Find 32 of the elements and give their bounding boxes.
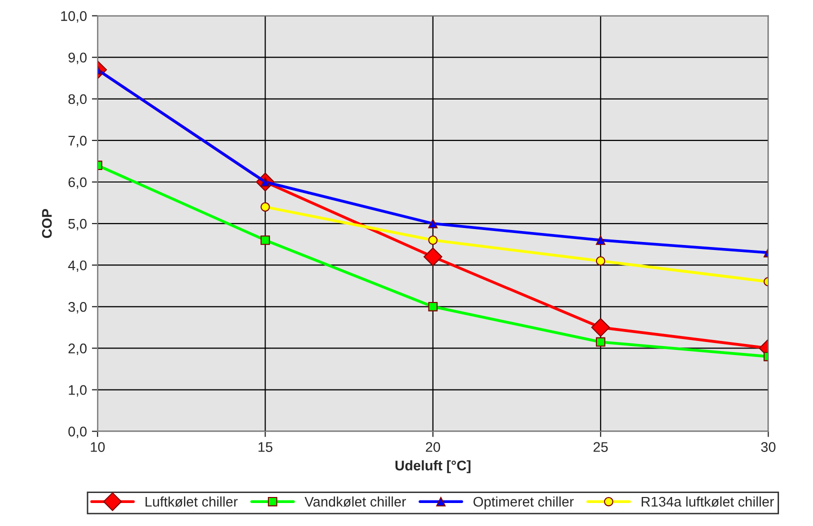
y-tick-label: 4,0 bbox=[68, 260, 87, 272]
legend-label: Luftkølet chiller bbox=[146, 496, 238, 507]
x-tick-label: 20 bbox=[426, 442, 440, 452]
legend-label: R134a luftkølet chiller bbox=[642, 496, 774, 507]
point bbox=[596, 235, 606, 245]
y-axis-title: COP bbox=[42, 208, 52, 238]
x-tick-label: 25 bbox=[594, 442, 608, 452]
point bbox=[260, 202, 270, 212]
point bbox=[596, 256, 606, 266]
y-tick-label: 10,0 bbox=[61, 11, 87, 23]
x-axis-title: Udeluft [°C] bbox=[395, 460, 470, 474]
point bbox=[260, 235, 270, 245]
point bbox=[428, 235, 438, 245]
point bbox=[596, 337, 606, 347]
y-tick-label: 8,0 bbox=[68, 94, 87, 106]
legend-label: Optimeret chiller bbox=[474, 496, 574, 510]
x-tick-label: 15 bbox=[258, 442, 272, 452]
y-tick-label: 9,0 bbox=[68, 52, 87, 64]
y-tick-label: 2,0 bbox=[68, 344, 87, 356]
point bbox=[428, 302, 438, 312]
y-tick-label: 5,0 bbox=[68, 218, 87, 230]
y-tick-label: 0,0 bbox=[68, 426, 87, 438]
point bbox=[428, 218, 438, 228]
y-tick-label: 7,0 bbox=[68, 136, 87, 148]
x-tick-label: 30 bbox=[761, 442, 776, 452]
point bbox=[591, 318, 610, 337]
y-tick-label: 6,0 bbox=[68, 177, 87, 189]
x-tick-label: 10 bbox=[90, 442, 105, 452]
y-tick-label: 1,0 bbox=[68, 385, 87, 397]
point bbox=[424, 247, 442, 266]
legend-label: Vandkølet chiller bbox=[304, 496, 406, 507]
y-tick-label: 3,0 bbox=[68, 302, 87, 314]
